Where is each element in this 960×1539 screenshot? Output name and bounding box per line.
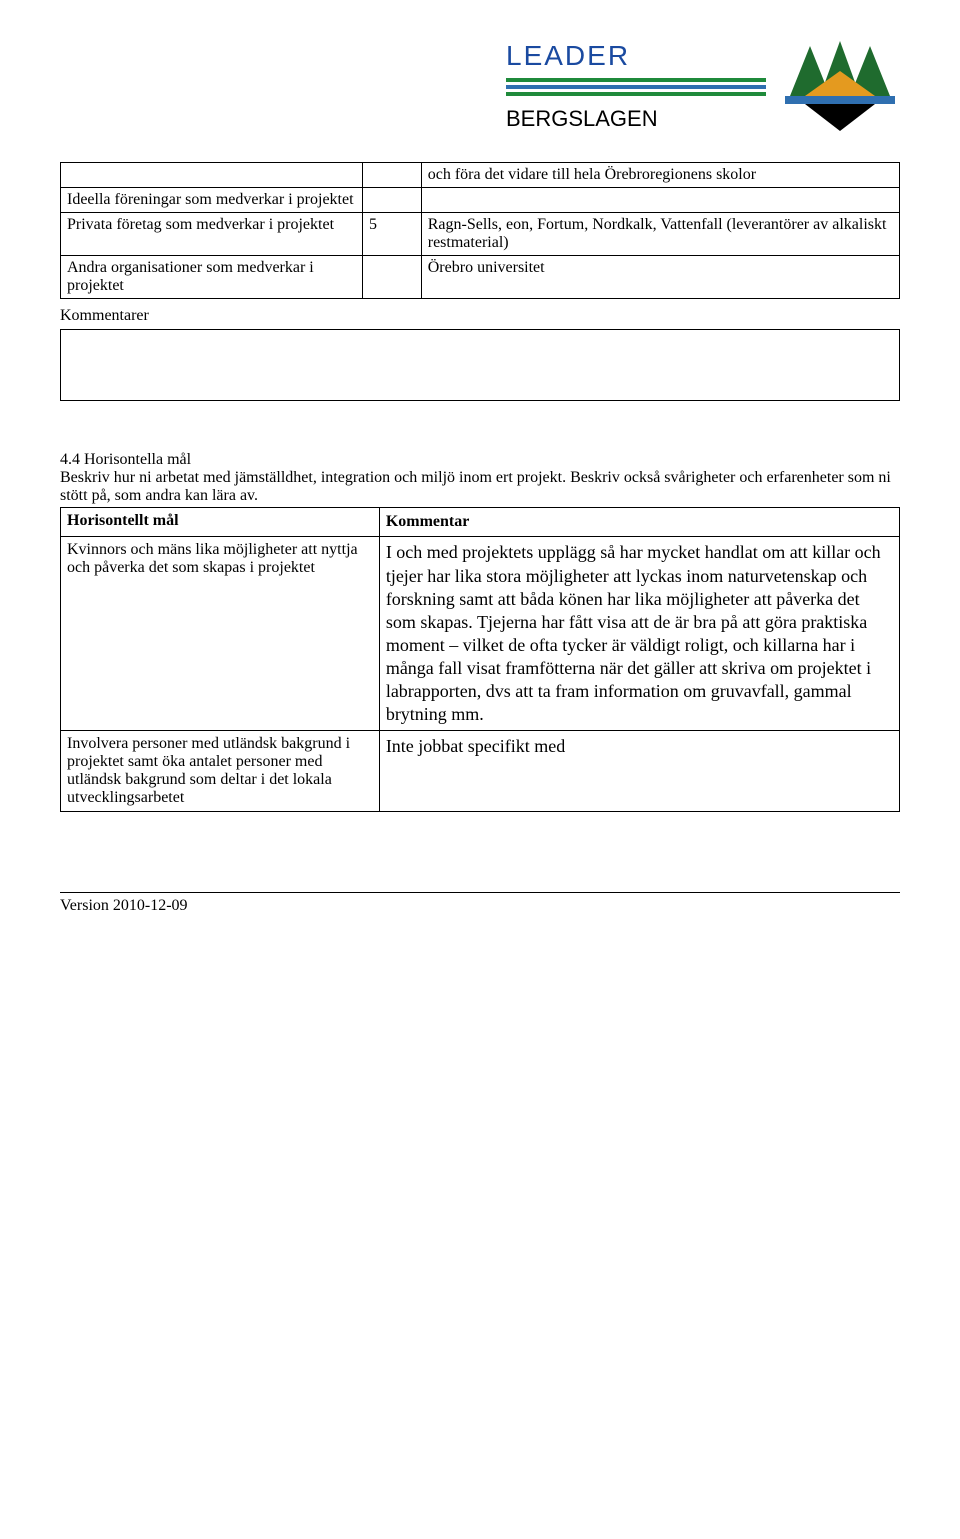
table-row: Involvera personer med utländsk bakgrund… [61, 730, 900, 811]
brand-title: LEADER [506, 40, 766, 72]
brand-subtitle: BERGSLAGEN [506, 106, 766, 132]
table-row: Kvinnors och mäns lika möjligheter att n… [61, 537, 900, 730]
table-row: och föra det vidare till hela Örebroregi… [61, 163, 900, 188]
cell-label [61, 163, 363, 188]
table-row: Ideella föreningar som medverkar i proje… [61, 188, 900, 213]
cell-text: och föra det vidare till hela Örebroregi… [421, 163, 899, 188]
cell-label: Privata företag som medverkar i projekte… [61, 213, 363, 256]
horizontal-goals-table: Horisontellt mål Kommentar Kvinnors och … [60, 507, 900, 812]
cell-label: Andra organisationer som medverkar i pro… [61, 256, 363, 299]
brand-logo-icon [780, 41, 900, 131]
cell-text: Ragn-Sells, eon, Fortum, Nordkalk, Vatte… [421, 213, 899, 256]
goal-left: Involvera personer med utländsk bakgrund… [61, 730, 380, 811]
table-row: Andra organisationer som medverkar i pro… [61, 256, 900, 299]
cell-num [363, 163, 422, 188]
cell-num: 5 [363, 213, 422, 256]
table-header-row: Horisontellt mål Kommentar [61, 508, 900, 537]
goal-left: Kvinnors och mäns lika möjligheter att n… [61, 537, 380, 730]
cell-text: Örebro universitet [421, 256, 899, 299]
section-4-4-heading: 4.4 Horisontella mål [60, 451, 900, 469]
header-left: Horisontellt mål [61, 508, 380, 537]
participants-table: och föra det vidare till hela Örebroregi… [60, 162, 900, 299]
kommentarer-label: Kommentarer [60, 307, 900, 325]
kommentarer-box [60, 329, 900, 401]
goal-right: Inte jobbat specifikt med [379, 730, 899, 811]
brand-block: LEADER BERGSLAGEN [506, 40, 900, 132]
cell-text [421, 188, 899, 213]
cell-num [363, 256, 422, 299]
cell-num [363, 188, 422, 213]
table-row: Privata företag som medverkar i projekte… [61, 213, 900, 256]
brand-rules [506, 78, 766, 96]
section-4-4-desc: Beskriv hur ni arbetat med jämställdhet,… [60, 469, 900, 505]
cell-label: Ideella föreningar som medverkar i proje… [61, 188, 363, 213]
goal-right: I och med projektets upplägg så har myck… [379, 537, 899, 730]
footer-version: Version 2010-12-09 [60, 892, 900, 915]
header: LEADER BERGSLAGEN [60, 40, 900, 132]
header-right: Kommentar [379, 508, 899, 537]
